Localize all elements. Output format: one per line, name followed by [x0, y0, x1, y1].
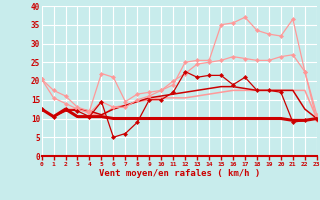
- X-axis label: Vent moyen/en rafales ( km/h ): Vent moyen/en rafales ( km/h ): [99, 169, 260, 178]
